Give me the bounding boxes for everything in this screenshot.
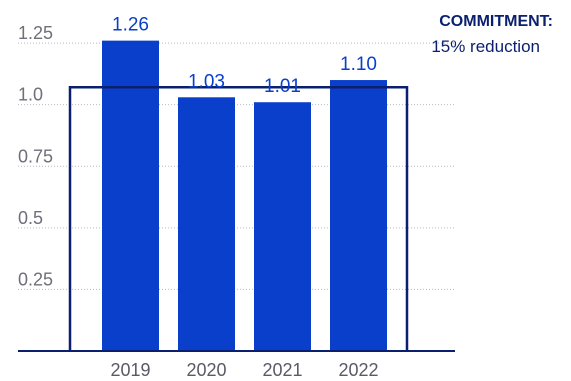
value-labels: 1.26 1.03 1.01 1.10 [112,15,377,98]
y-tick-label: 0.25 [18,269,53,289]
x-tick-label: 2019 [110,360,150,380]
y-tick-label: 1.25 [18,23,53,43]
commitment-target-line [68,85,409,351]
y-tick-label: 1.0 [18,85,43,105]
commitment-target [68,85,409,351]
value-label: 1.10 [340,54,377,75]
commitment-title: COMMITMENT: [439,13,553,30]
bar [330,80,387,351]
gridlines [18,42,455,290]
x-tick-label: 2022 [338,360,378,380]
y-tick-label: 0.75 [18,146,53,166]
value-label: 1.01 [264,76,301,97]
value-label: 1.03 [188,71,225,92]
x-tick-label: 2021 [262,360,302,380]
bar [178,97,235,351]
commitment-subtitle: 15% reduction [431,37,540,56]
bars [102,40,387,352]
value-label: 1.26 [112,15,149,36]
y-axis-ticks: 0.25 0.5 0.75 1.0 1.25 [18,23,53,289]
bar [102,40,159,351]
x-tick-label: 2020 [186,360,226,380]
bar [254,102,311,352]
x-axis-ticks: 2019 2020 2021 2022 [110,360,378,380]
y-tick-label: 0.5 [18,208,43,228]
